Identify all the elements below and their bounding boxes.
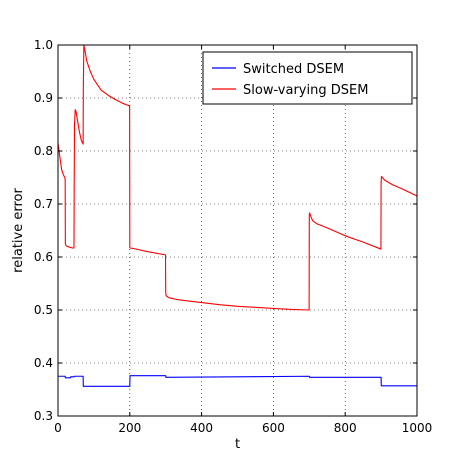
y-tick-label: 0.3 bbox=[34, 409, 53, 423]
y-tick-label: 0.8 bbox=[34, 144, 53, 158]
x-tick-label: 0 bbox=[54, 421, 62, 435]
y-tick-label: 0.9 bbox=[34, 91, 53, 105]
y-tick-label: 0.4 bbox=[34, 356, 53, 370]
legend: Switched DSEM Slow-varying DSEM bbox=[202, 51, 413, 105]
ticks bbox=[57, 44, 418, 417]
plot-area bbox=[57, 44, 418, 387]
series-line-switched-dsem bbox=[58, 375, 417, 387]
y-tick-label: 0.5 bbox=[34, 303, 53, 317]
x-tick-label: 800 bbox=[334, 421, 357, 435]
x-tick-label: 1000 bbox=[402, 421, 433, 435]
axes-frame bbox=[57, 44, 418, 417]
y-axis-label: relative error bbox=[11, 188, 26, 273]
tick-labels: 0 200 400 600 800 1000 0.3 0.4 0.5 0.6 0.7 0.8 0.9 1.… bbox=[34, 38, 432, 435]
legend-box bbox=[202, 51, 413, 105]
x-axis-label: t bbox=[235, 437, 240, 452]
y-tick-label: 1.0 bbox=[34, 38, 53, 52]
legend-label-switched-dsem: Switched DSEM bbox=[243, 62, 344, 77]
y-tick-label: 0.6 bbox=[34, 250, 53, 264]
x-tick-label: 600 bbox=[262, 421, 285, 435]
x-tick-label: 200 bbox=[118, 421, 141, 435]
x-tick-label: 400 bbox=[190, 421, 213, 435]
series-line-slow-varying-dsem bbox=[57, 44, 418, 311]
legend-label-slow-varying-dsem: Slow-varying DSEM bbox=[243, 83, 368, 98]
y-tick-label: 0.7 bbox=[34, 197, 53, 211]
